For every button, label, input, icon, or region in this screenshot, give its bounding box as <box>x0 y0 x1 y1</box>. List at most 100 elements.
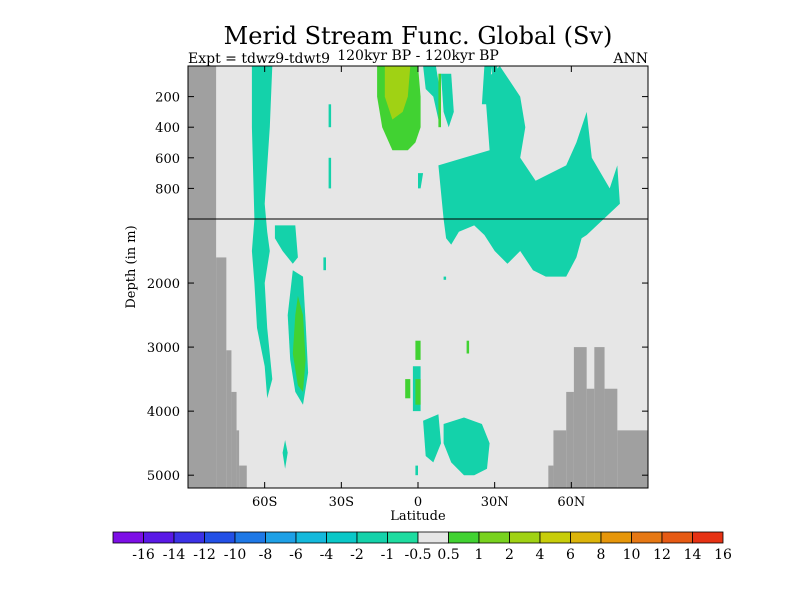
colorbar-box-17 <box>631 531 663 544</box>
colorbar-label-17: 12 <box>653 547 671 563</box>
chart-subtitle-center: 120kyr BP - 120kyr BP <box>337 48 499 64</box>
colorbar-box-13 <box>509 531 541 544</box>
x-tick-label-3: 30N <box>481 495 509 510</box>
colorbar-box-10 <box>417 531 449 544</box>
contour-region-18 <box>415 340 421 360</box>
land-block-2 <box>226 350 232 488</box>
colorbar-label-15: 8 <box>597 547 606 563</box>
x-tick-label-2: 0 <box>414 495 422 510</box>
land-block-13 <box>617 430 648 488</box>
contour-layer <box>251 66 620 476</box>
colorbar-label-2: -12 <box>193 547 216 563</box>
colorbar-label-10: 0.5 <box>437 547 459 563</box>
colorbar-box-15 <box>570 531 602 544</box>
contour-region-1 <box>274 225 298 264</box>
contour-region-19 <box>405 379 411 399</box>
chart-title: Merid Stream Func. Global (Sv) <box>224 22 613 50</box>
colorbar-box-18 <box>661 531 693 544</box>
chart-subtitle-right: ANN <box>612 51 648 67</box>
y-tick-label-2: 600 <box>155 152 180 167</box>
colorbar-box-14 <box>539 531 571 544</box>
contour-region-9 <box>384 66 411 120</box>
land-block-11 <box>594 347 605 488</box>
colorbar-box-12 <box>478 531 510 544</box>
contour-region-0 <box>251 66 273 399</box>
colorbar-label-1: -14 <box>163 547 186 563</box>
colorbar-label-7: -2 <box>350 547 364 563</box>
colorbar-label-13: 4 <box>536 547 545 563</box>
colorbar-box-8 <box>356 531 388 544</box>
contour-region-13 <box>443 276 447 280</box>
contour-region-21 <box>415 379 421 405</box>
land-block-4 <box>236 430 240 488</box>
y-tick-label-0: 200 <box>155 91 180 106</box>
land-block-12 <box>604 388 618 488</box>
land-block-10 <box>586 388 595 488</box>
colorbar-label-11: 1 <box>475 547 484 563</box>
land-block-7 <box>553 430 567 488</box>
colorbar-label-4: -8 <box>259 547 273 563</box>
colorbar-box-0 <box>112 531 144 544</box>
land-block-9 <box>573 347 587 488</box>
colorbar-label-8: -1 <box>381 547 395 563</box>
contour-region-16 <box>418 173 424 189</box>
colorbar-box-9 <box>387 531 419 544</box>
x-tick-label-4: 60N <box>557 495 585 510</box>
colorbar-box-3 <box>204 531 236 544</box>
land-block-8 <box>566 391 574 488</box>
colorbar-label-6: -4 <box>320 547 334 563</box>
contour-region-15 <box>438 66 620 277</box>
axes: 60S 30S 0 30N 60N 200 400 600 800 2000 3000 4000 500… <box>147 66 648 510</box>
colorbar-box-4 <box>234 531 266 544</box>
land-block-5 <box>239 465 247 488</box>
colorbar-box-19 <box>692 531 724 544</box>
colorbar-box-5 <box>265 531 297 544</box>
chart-subtitle-left: Expt = tdwz9-tdwt9 <box>188 51 330 67</box>
contour-region-5 <box>328 104 332 128</box>
contour-region-14 <box>441 73 454 128</box>
y-tick-label-3: 800 <box>155 182 180 197</box>
contour-region-23 <box>423 414 441 463</box>
land-mask <box>188 66 648 488</box>
colorbar-label-3: -10 <box>224 547 247 563</box>
colorbar-box-2 <box>173 531 205 544</box>
colorbar-label-16: 10 <box>623 547 641 563</box>
colorbar-box-6 <box>295 531 327 544</box>
colorbar-label-12: 2 <box>505 547 514 563</box>
colorbar: -16 -14 -12 -10 -8 -6 -4 -2 -1 -0.5 0.5 1 2 4 6 8 10 12 14… <box>112 531 732 563</box>
y-axis-label: Depth (in m) <box>124 225 139 308</box>
x-axis-label: Latitude <box>390 509 446 524</box>
contour-region-6 <box>328 157 332 189</box>
contour-region-10 <box>423 66 441 120</box>
y-tick-label-1: 400 <box>155 121 180 136</box>
y-tick-label-7: 5000 <box>147 469 180 484</box>
contour-region-17 <box>492 66 498 105</box>
colorbar-label-5: -6 <box>289 547 303 563</box>
contour-region-7 <box>323 257 326 271</box>
land-block-3 <box>231 391 237 488</box>
y-tick-label-6: 4000 <box>147 405 180 420</box>
x-tick-label-0: 60S <box>252 495 277 510</box>
contour-region-25 <box>415 465 418 476</box>
colorbar-label-14: 6 <box>566 547 575 563</box>
contour-region-11 <box>438 73 441 128</box>
y-tick-label-4: 2000 <box>147 277 180 292</box>
contour-region-24 <box>443 417 490 476</box>
x-tick-label-1: 30S <box>329 495 354 510</box>
colorbar-label-19: 16 <box>714 547 732 563</box>
colorbar-box-16 <box>600 531 632 544</box>
colorbar-label-9: -0.5 <box>405 547 432 563</box>
colorbar-box-11 <box>448 531 480 544</box>
colorbar-label-18: 14 <box>684 547 702 563</box>
land-block-1 <box>216 257 227 488</box>
colorbar-box-7 <box>326 531 358 544</box>
colorbar-label-0: -16 <box>132 547 155 563</box>
y-tick-label-5: 3000 <box>147 341 180 356</box>
land-block-6 <box>548 465 554 488</box>
contour-region-22 <box>466 340 470 354</box>
colorbar-box-1 <box>143 531 175 544</box>
land-block-0 <box>188 66 217 488</box>
contour-region-3 <box>292 295 306 392</box>
contour-region-4 <box>282 440 288 469</box>
